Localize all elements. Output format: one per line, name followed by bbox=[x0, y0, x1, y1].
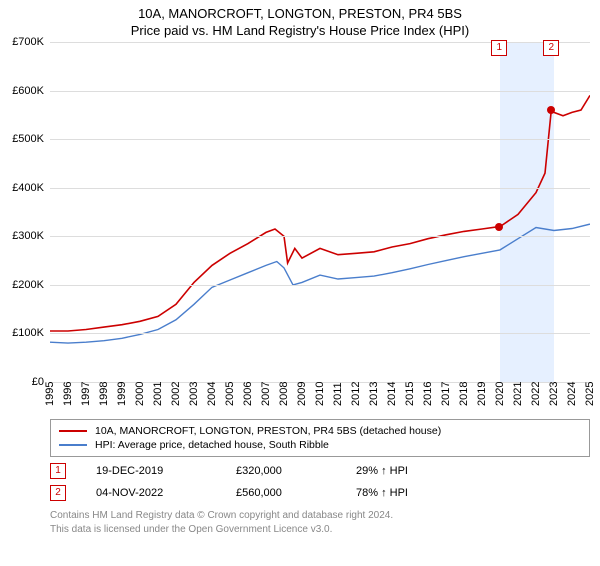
footer-attribution: Contains HM Land Registry data © Crown c… bbox=[50, 509, 590, 536]
x-axis-tick: 2015 bbox=[404, 382, 416, 406]
y-axis-tick: £500K bbox=[0, 133, 44, 145]
chart-title-address: 10A, MANORCROFT, LONGTON, PRESTON, PR4 5… bbox=[0, 6, 600, 21]
chart-title-subtitle: Price paid vs. HM Land Registry's House … bbox=[0, 23, 600, 38]
sale-number-box: 2 bbox=[50, 485, 66, 501]
x-axis-tick: 2010 bbox=[314, 382, 326, 406]
gridline bbox=[50, 139, 590, 140]
x-axis-tick: 2000 bbox=[134, 382, 146, 406]
legend-swatch bbox=[59, 430, 87, 432]
sale-marker-label: 2 bbox=[543, 40, 559, 56]
sale-marker-dot bbox=[495, 223, 503, 231]
x-axis-tick: 2025 bbox=[584, 382, 596, 406]
gridline bbox=[50, 42, 590, 43]
sale-date: 19-DEC-2019 bbox=[96, 465, 206, 477]
sale-marker-dot bbox=[547, 106, 555, 114]
x-axis-tick: 2024 bbox=[566, 382, 578, 406]
x-axis-tick: 2013 bbox=[368, 382, 380, 406]
y-axis-tick: £700K bbox=[0, 36, 44, 48]
x-axis-tick: 2019 bbox=[476, 382, 488, 406]
sale-date: 04-NOV-2022 bbox=[96, 487, 206, 499]
sale-price: £320,000 bbox=[236, 465, 326, 477]
series-subject bbox=[50, 95, 590, 331]
x-axis-tick: 1995 bbox=[44, 382, 56, 406]
x-axis-tick: 2011 bbox=[332, 382, 344, 406]
gridline bbox=[50, 333, 590, 334]
gridline bbox=[50, 91, 590, 92]
x-axis-tick: 2006 bbox=[242, 382, 254, 406]
gridline bbox=[50, 236, 590, 237]
x-axis-tick: 2012 bbox=[350, 382, 362, 406]
x-axis-tick: 1997 bbox=[80, 382, 92, 406]
sale-delta: 29% ↑ HPI bbox=[356, 465, 408, 477]
sale-row: 1 19-DEC-2019 £320,000 29% ↑ HPI bbox=[50, 463, 590, 479]
x-axis-tick: 2021 bbox=[512, 382, 524, 406]
footer-line-1: Contains HM Land Registry data © Crown c… bbox=[50, 509, 590, 523]
sale-delta: 78% ↑ HPI bbox=[356, 487, 408, 499]
legend-item: HPI: Average price, detached house, Sout… bbox=[59, 438, 581, 452]
x-axis-tick: 2017 bbox=[440, 382, 452, 406]
x-axis-tick: 2003 bbox=[188, 382, 200, 406]
sale-number-box: 1 bbox=[50, 463, 66, 479]
y-axis-tick: £400K bbox=[0, 182, 44, 194]
sale-row: 2 04-NOV-2022 £560,000 78% ↑ HPI bbox=[50, 485, 590, 501]
x-axis-tick: 2002 bbox=[170, 382, 182, 406]
chart-svg bbox=[50, 42, 590, 382]
x-axis-tick: 1996 bbox=[62, 382, 74, 406]
x-axis-tick: 2016 bbox=[422, 382, 434, 406]
x-axis-tick: 2007 bbox=[260, 382, 272, 406]
x-axis-tick: 2005 bbox=[224, 382, 236, 406]
x-axis-tick: 2001 bbox=[152, 382, 164, 406]
x-axis-tick: 2014 bbox=[386, 382, 398, 406]
legend-label: HPI: Average price, detached house, Sout… bbox=[95, 439, 329, 451]
legend-item: 10A, MANORCROFT, LONGTON, PRESTON, PR4 5… bbox=[59, 424, 581, 438]
x-axis-tick: 1998 bbox=[98, 382, 110, 406]
legend-label: 10A, MANORCROFT, LONGTON, PRESTON, PR4 5… bbox=[95, 425, 441, 437]
y-axis-tick: £100K bbox=[0, 327, 44, 339]
x-axis-tick: 1999 bbox=[116, 382, 128, 406]
gridline bbox=[50, 285, 590, 286]
x-axis-tick: 2009 bbox=[296, 382, 308, 406]
x-axis-tick: 2022 bbox=[530, 382, 542, 406]
x-axis-tick: 2004 bbox=[206, 382, 218, 406]
y-axis-tick: £600K bbox=[0, 85, 44, 97]
sale-marker-label: 1 bbox=[491, 40, 507, 56]
x-axis-tick: 2018 bbox=[458, 382, 470, 406]
sale-price: £560,000 bbox=[236, 487, 326, 499]
legend: 10A, MANORCROFT, LONGTON, PRESTON, PR4 5… bbox=[50, 419, 590, 457]
x-axis-tick: 2008 bbox=[278, 382, 290, 406]
gridline bbox=[50, 188, 590, 189]
legend-swatch bbox=[59, 444, 87, 446]
series-hpi bbox=[50, 224, 590, 343]
footer-line-2: This data is licensed under the Open Gov… bbox=[50, 523, 590, 537]
sales-table: 1 19-DEC-2019 £320,000 29% ↑ HPI 2 04-NOV-202… bbox=[0, 463, 600, 501]
x-axis-tick: 2023 bbox=[548, 382, 560, 406]
y-axis-tick: £200K bbox=[0, 279, 44, 291]
y-axis-tick: £0 bbox=[0, 376, 44, 388]
y-axis-tick: £300K bbox=[0, 230, 44, 242]
x-axis-tick: 2020 bbox=[494, 382, 506, 406]
line-chart: £0£100K£200K£300K£400K£500K£600K£700K199… bbox=[50, 42, 590, 383]
